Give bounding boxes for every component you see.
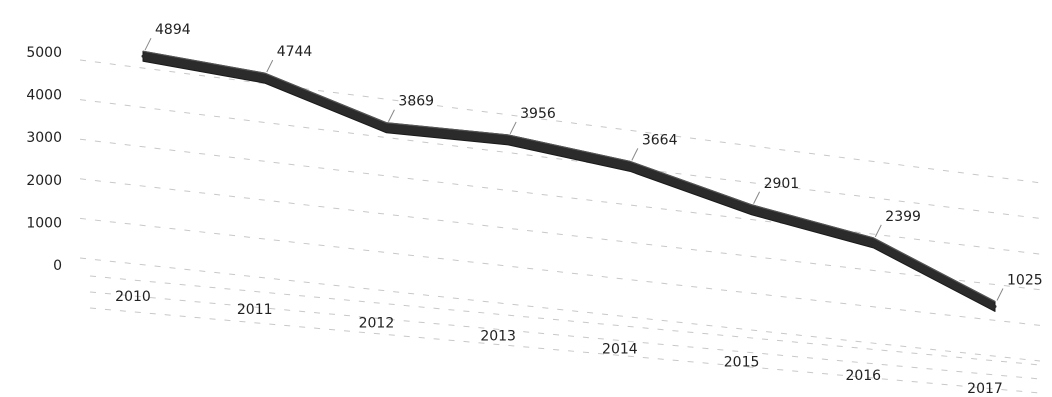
floor-grid-line	[89, 291, 1041, 380]
label-leaders	[144, 37, 1004, 301]
x-tick-label: 2014	[602, 342, 638, 358]
grid-line	[79, 59, 1041, 184]
data-point-2013	[506, 138, 510, 142]
data-point-2017	[993, 304, 997, 308]
data-label: 2399	[885, 209, 921, 225]
y-tick-label: 3000	[26, 130, 62, 146]
x-tick-label: 2016	[845, 368, 881, 384]
y-tick-label: 5000	[26, 45, 62, 61]
data-label-leader	[996, 288, 1004, 301]
data-point-2014	[628, 164, 632, 168]
x-tick-label: 2017	[967, 381, 1003, 397]
data-label-leader	[387, 109, 395, 122]
floor-grid-line	[89, 307, 1041, 394]
series-line	[142, 50, 996, 312]
x-tick-label: 2013	[480, 328, 516, 344]
series-line-edge	[142, 50, 996, 303]
data-label-leader	[509, 121, 517, 135]
data-label: 3869	[398, 94, 434, 110]
y-axis: 5000 4000 3000 2000 1000 0	[26, 45, 62, 274]
grid-line	[79, 138, 1041, 255]
x-axis: 2010 2011 2012 2013 2014 2015 2016 2017	[115, 289, 1003, 397]
y-tick-label: 0	[53, 258, 62, 274]
grid-line	[79, 257, 1041, 362]
data-label: 4894	[155, 22, 191, 38]
x-tick-label: 2012	[359, 315, 395, 331]
data-label: 4744	[277, 44, 313, 60]
data-label-leader	[874, 224, 882, 238]
data-label-leader	[144, 37, 152, 51]
data-label-leader	[753, 191, 761, 204]
data-labels: 4894 4744 3869 3956 3664 2901 2399 1025	[155, 22, 1043, 288]
data-point-2016	[871, 241, 875, 245]
data-label: 3956	[520, 106, 556, 122]
grid-line	[79, 99, 1041, 219]
floor-grid-line	[89, 275, 1041, 366]
y-tick-label: 4000	[26, 88, 62, 104]
data-label: 1025	[1007, 272, 1043, 288]
data-point-2011	[263, 76, 267, 80]
grid-line	[79, 178, 1041, 291]
y-tick-label: 2000	[26, 173, 62, 189]
data-label-leader	[266, 59, 274, 73]
series-ribbon	[141, 50, 997, 312]
data-label-leader	[631, 148, 639, 161]
x-tick-label: 2010	[115, 289, 151, 305]
data-label: 3664	[642, 132, 678, 148]
data-label: 2901	[764, 176, 800, 192]
data-point-2010	[141, 54, 145, 58]
x-tick-label: 2011	[237, 302, 273, 318]
grid-lines	[79, 59, 1041, 394]
data-point-2015	[750, 208, 754, 212]
x-tick-label: 2015	[724, 355, 760, 371]
data-point-2012	[384, 126, 388, 130]
grid-line	[79, 217, 1041, 326]
y-tick-label: 1000	[26, 215, 62, 231]
